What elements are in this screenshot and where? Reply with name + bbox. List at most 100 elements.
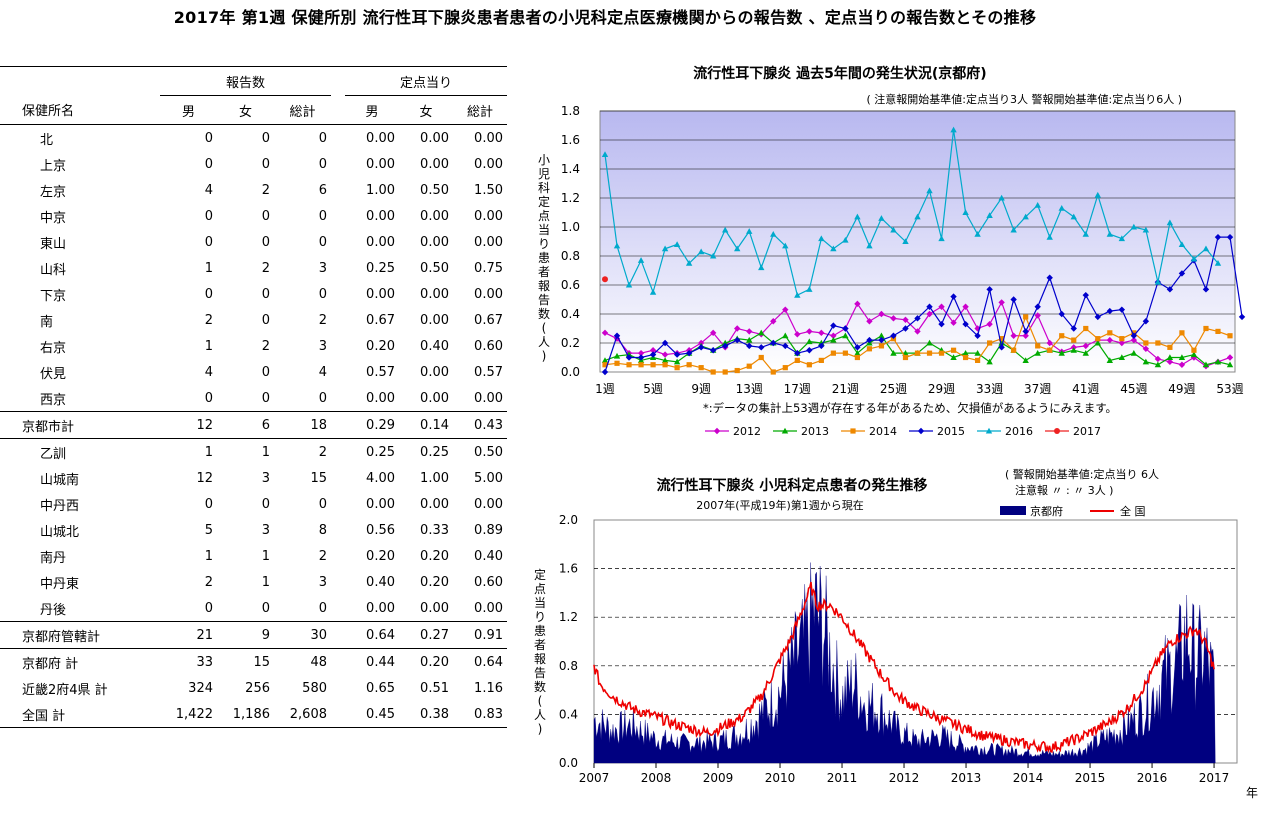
y-axis-label-char: 患 [538,251,550,265]
table-row: 北 0 0 0 0.00 0.00 0.00 [0,125,507,152]
table-row: 南丹 1 1 2 0.20 0.20 0.40 [0,543,507,569]
data-point [866,336,873,344]
chart-subtitle: 2007年(平成19年)第1週から現在 [696,498,864,512]
data-point [974,231,981,237]
table-cell: 0.00 [399,595,453,622]
table-cell: 0.56 [366,522,395,538]
gap-cell [331,255,345,281]
station-name: 南 [40,314,54,330]
data-point [1226,361,1234,368]
table-cell: 0.25 [366,444,395,460]
x-tick-label: 41週 [1072,382,1099,396]
column-header: 女 [217,95,274,125]
gap-cell [331,307,345,333]
data-point [721,339,729,346]
gap-cell [331,569,345,595]
data-point [602,362,608,368]
data-point [1034,202,1041,208]
x-tick-label: 2017 [1199,771,1230,785]
data-point [866,318,873,325]
y-tick-label: 0.8 [559,659,578,673]
data-point [938,303,945,310]
data-point [926,303,933,310]
data-point [1154,361,1162,368]
y-tick-label: 0.0 [559,756,578,770]
data-point [998,344,1005,351]
data-point [1011,347,1017,353]
data-point [1058,204,1065,211]
gap-cell [331,95,345,125]
y-axis-label-char: 科 [538,181,550,195]
data-point [890,315,897,322]
table-cell: 0 [217,385,274,412]
y-axis-label-char: ( [542,321,547,335]
table-cell: 0.43 [453,411,507,439]
data-point [854,213,861,220]
table-row: 中京 0 0 0 0.00 0.00 0.00 [0,203,507,229]
table-cell: 0.50 [420,260,449,276]
data-point [962,320,969,328]
data-point [1022,328,1029,335]
data-point [686,362,692,368]
table-row: 山城北 5 3 8 0.56 0.33 0.89 [0,517,507,543]
column-header: 総計 [274,95,331,125]
gap-cell [331,177,345,203]
table-cell: 1 [204,444,213,460]
gap-cell [331,333,345,359]
data-point [986,320,993,328]
table-cell: 0 [261,208,270,224]
data-point [674,365,680,371]
data-point [1082,231,1089,237]
table-cell: 0 [204,156,213,172]
data-point [1215,328,1221,334]
station-name: 近畿2府4県 計 [22,682,108,698]
y-axis-label-char: 児 [538,167,550,181]
y-axis-label-char: 人 [538,335,550,349]
data-point [782,342,789,350]
y-tick-label: 1.2 [561,191,580,205]
y-tick-label: 1.0 [561,220,580,234]
table-cell: 0 [261,156,270,172]
data-point [625,354,633,361]
data-point [902,238,909,245]
x-tick-label: 25週 [880,382,907,396]
data-point [1022,213,1029,220]
data-point [734,367,740,374]
legend-label: 2016 [1005,425,1033,438]
table-cell: 0.00 [420,496,449,512]
table-row: 南 2 0 2 0.67 0.00 0.67 [0,307,507,333]
gap-cell [331,649,345,676]
table-cell: 0.00 [474,496,503,512]
data-point [917,427,925,435]
station-name: 山城南 [40,472,80,488]
table-cell: 0.40 [420,338,449,354]
table-cell: 5 [204,522,213,538]
table-cell: 2 [318,444,327,460]
table-row: 西京 0 0 0 0.00 0.00 0.00 [0,385,507,412]
table-cell: 12 [160,411,217,439]
table-cell: 3 [318,338,327,354]
table-cell: 0.00 [420,286,449,302]
data-point [950,354,957,361]
x-tick-label: 2010 [765,771,796,785]
table-cell: 0 [318,156,327,172]
data-point [613,242,621,249]
y-axis-label-char: 数 [534,679,546,694]
data-point [1034,349,1041,356]
table-cell: 0.40 [474,548,503,564]
data-point [1190,354,1198,361]
data-point [950,347,957,353]
data-point [1082,342,1089,350]
data-point [1191,347,1197,353]
data-point [1130,336,1138,344]
table-cell: 15 [310,470,327,486]
table-cell: 0.75 [474,260,503,276]
data-point [842,332,849,339]
data-point [721,226,729,233]
table-total-row: 京都市計 12 6 18 0.29 0.14 0.43 [0,411,507,439]
table-cell: 0 [204,286,213,302]
station-name: 丹後 [0,595,160,622]
gap-cell [331,151,345,177]
data-point [878,343,885,349]
table-cell: 0.27 [399,621,453,649]
